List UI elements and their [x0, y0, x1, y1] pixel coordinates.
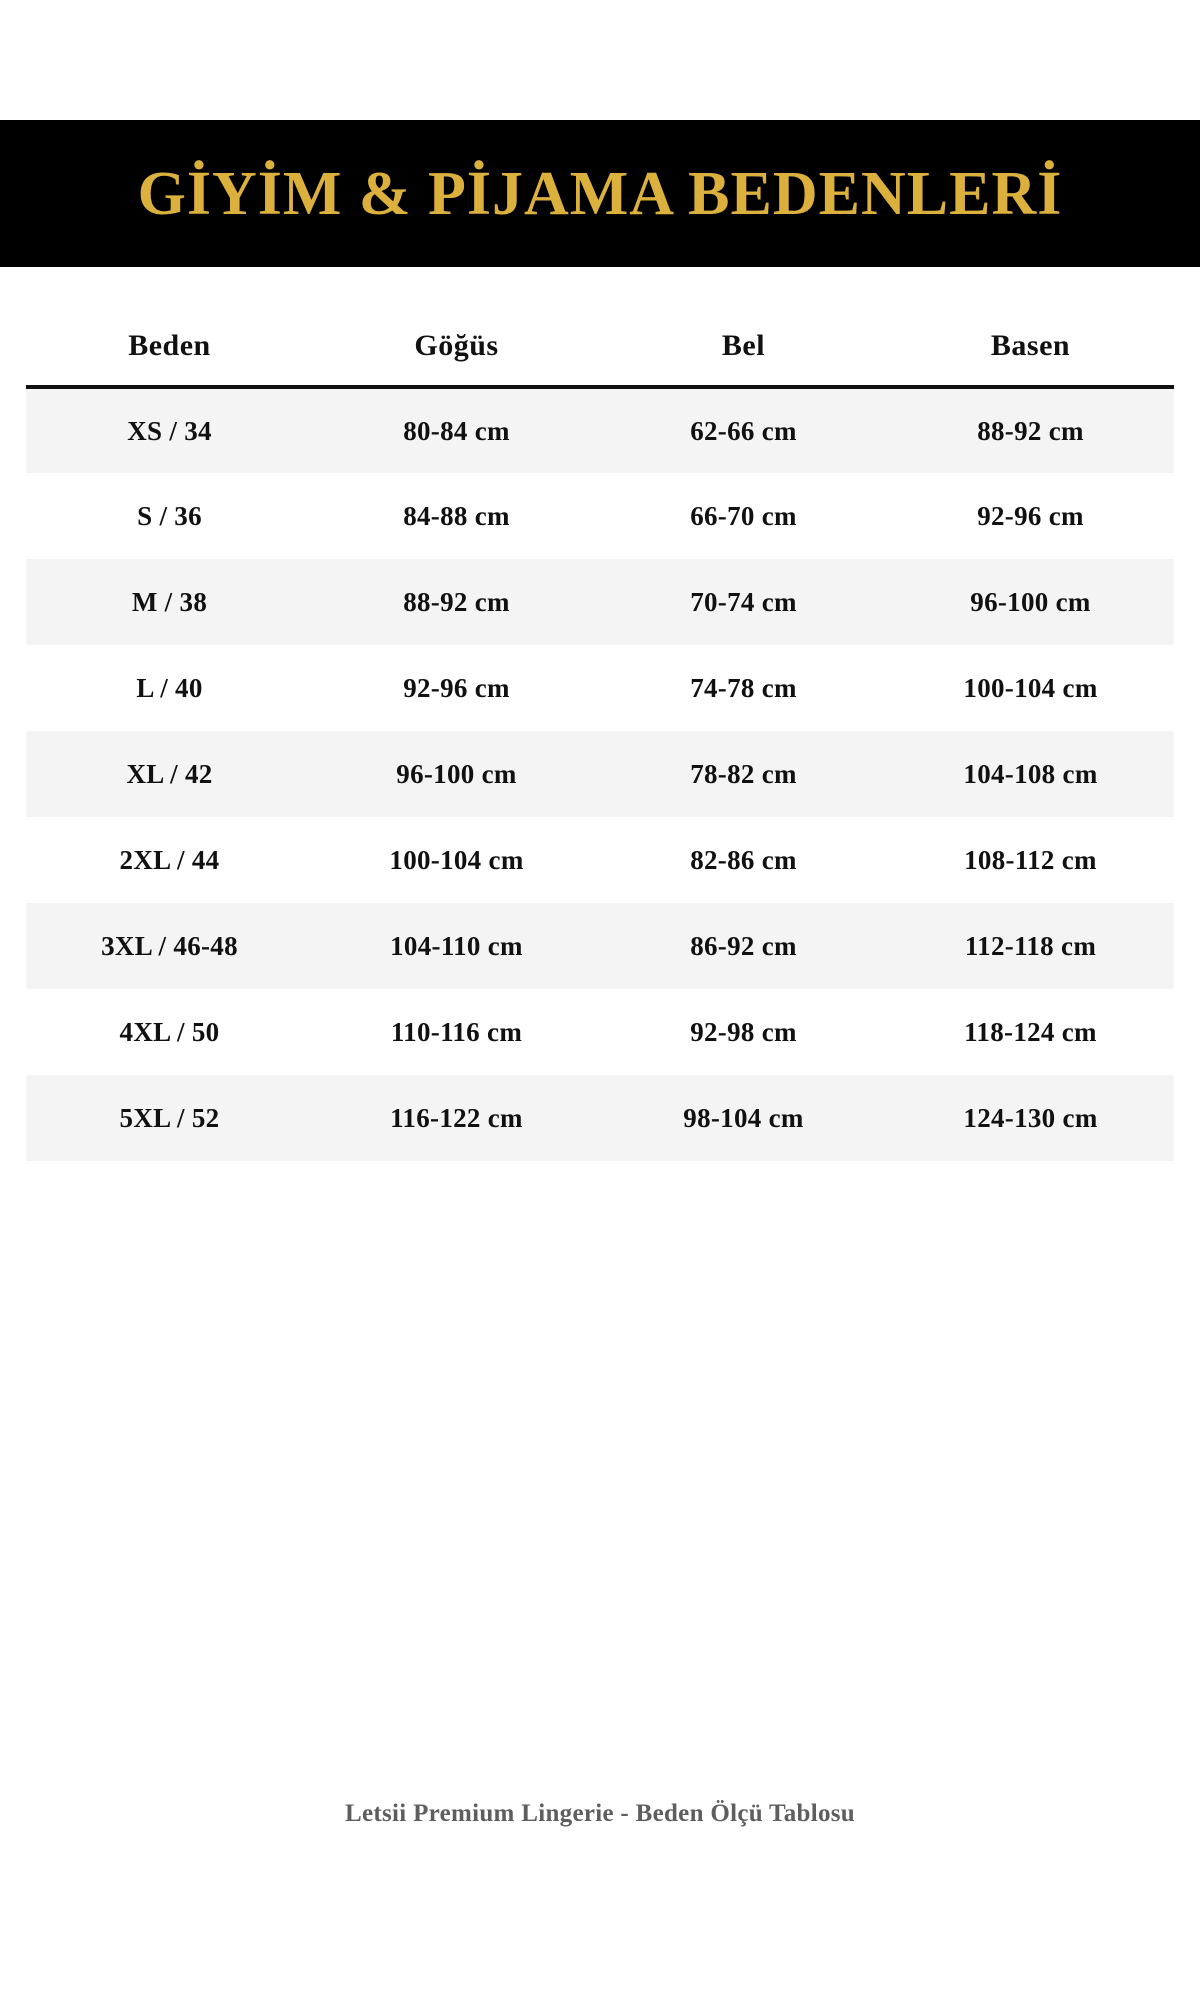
cell-bel: 98-104 cm — [600, 1075, 887, 1161]
size-table: Beden Göğüs Bel Basen XS / 34 80-84 cm 6… — [26, 267, 1174, 1161]
cell-beden: 2XL / 44 — [26, 817, 313, 903]
cell-bel: 86-92 cm — [600, 903, 887, 989]
cell-beden: 5XL / 52 — [26, 1075, 313, 1161]
table-row: L / 40 92-96 cm 74-78 cm 100-104 cm — [26, 645, 1174, 731]
cell-bel: 82-86 cm — [600, 817, 887, 903]
column-header-gogus: Göğüs — [313, 267, 600, 389]
cell-gogus: 96-100 cm — [313, 731, 600, 817]
cell-gogus: 116-122 cm — [313, 1075, 600, 1161]
footer-caption: Letsii Premium Lingerie - Beden Ölçü Tab… — [345, 1800, 855, 1827]
cell-basen: 92-96 cm — [887, 473, 1174, 559]
cell-basen: 88-92 cm — [887, 387, 1174, 473]
cell-basen: 96-100 cm — [887, 559, 1174, 645]
cell-basen: 100-104 cm — [887, 645, 1174, 731]
cell-bel: 62-66 cm — [600, 387, 887, 473]
cell-bel: 78-82 cm — [600, 731, 887, 817]
table-row: 3XL / 46-48 104-110 cm 86-92 cm 112-118 … — [26, 903, 1174, 989]
header-row: Beden Göğüs Bel Basen — [26, 267, 1174, 389]
cell-basen: 112-118 cm — [887, 903, 1174, 989]
size-table-header: Beden Göğüs Bel Basen — [26, 267, 1174, 389]
cell-gogus: 92-96 cm — [313, 645, 600, 731]
table-row: XS / 34 80-84 cm 62-66 cm 88-92 cm — [26, 387, 1174, 473]
cell-beden: S / 36 — [26, 473, 313, 559]
cell-bel: 74-78 cm — [600, 645, 887, 731]
footer: Letsii Premium Lingerie - Beden Ölçü Tab… — [0, 1800, 1200, 1828]
cell-bel: 70-74 cm — [600, 559, 887, 645]
column-header-beden: Beden — [26, 267, 313, 389]
title-banner: GİYİM & PİJAMA BEDENLERİ — [0, 120, 1200, 267]
cell-beden: 4XL / 50 — [26, 989, 313, 1075]
cell-beden: XL / 42 — [26, 731, 313, 817]
cell-basen: 118-124 cm — [887, 989, 1174, 1075]
cell-basen: 124-130 cm — [887, 1075, 1174, 1161]
size-table-body: XS / 34 80-84 cm 62-66 cm 88-92 cm S / 3… — [26, 387, 1174, 1161]
cell-gogus: 104-110 cm — [313, 903, 600, 989]
table-row: M / 38 88-92 cm 70-74 cm 96-100 cm — [26, 559, 1174, 645]
cell-gogus: 88-92 cm — [313, 559, 600, 645]
cell-basen: 104-108 cm — [887, 731, 1174, 817]
table-row: 4XL / 50 110-116 cm 92-98 cm 118-124 cm — [26, 989, 1174, 1075]
cell-beden: M / 38 — [26, 559, 313, 645]
cell-beden: L / 40 — [26, 645, 313, 731]
cell-basen: 108-112 cm — [887, 817, 1174, 903]
cell-beden: XS / 34 — [26, 387, 313, 473]
table-row: 5XL / 52 116-122 cm 98-104 cm 124-130 cm — [26, 1075, 1174, 1161]
size-table-container: Beden Göğüs Bel Basen XS / 34 80-84 cm 6… — [0, 267, 1200, 1161]
top-gutter — [0, 0, 1200, 120]
cell-gogus: 84-88 cm — [313, 473, 600, 559]
cell-gogus: 80-84 cm — [313, 387, 600, 473]
cell-beden: 3XL / 46-48 — [26, 903, 313, 989]
column-header-basen: Basen — [887, 267, 1174, 389]
cell-gogus: 100-104 cm — [313, 817, 600, 903]
table-row: XL / 42 96-100 cm 78-82 cm 104-108 cm — [26, 731, 1174, 817]
cell-bel: 66-70 cm — [600, 473, 887, 559]
table-row: 2XL / 44 100-104 cm 82-86 cm 108-112 cm — [26, 817, 1174, 903]
cell-bel: 92-98 cm — [600, 989, 887, 1075]
cell-gogus: 110-116 cm — [313, 989, 600, 1075]
page-title: GİYİM & PİJAMA BEDENLERİ — [137, 159, 1063, 228]
table-row: S / 36 84-88 cm 66-70 cm 92-96 cm — [26, 473, 1174, 559]
column-header-bel: Bel — [600, 267, 887, 389]
